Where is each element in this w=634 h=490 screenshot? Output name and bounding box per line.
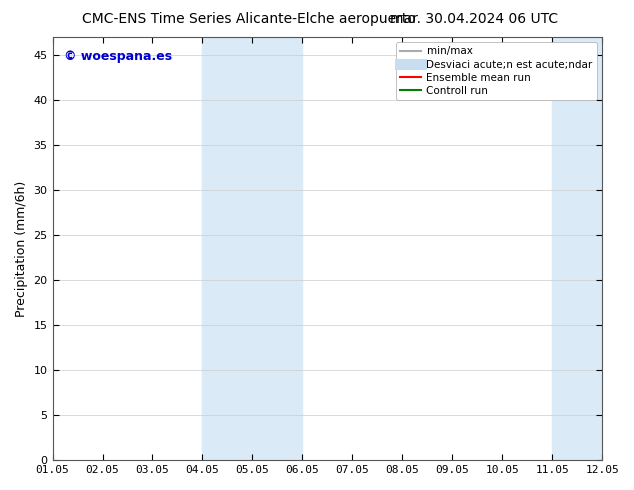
Bar xyxy=(202,37,302,460)
Bar xyxy=(552,37,634,460)
Text: © woespana.es: © woespana.es xyxy=(63,50,172,63)
Text: mar. 30.04.2024 06 UTC: mar. 30.04.2024 06 UTC xyxy=(390,12,558,26)
Legend: min/max, Desviaci acute;n est acute;ndar, Ensemble mean run, Controll run: min/max, Desviaci acute;n est acute;ndar… xyxy=(396,42,597,100)
Y-axis label: Precipitation (mm/6h): Precipitation (mm/6h) xyxy=(15,180,28,317)
Text: CMC-ENS Time Series Alicante-Elche aeropuerto: CMC-ENS Time Series Alicante-Elche aerop… xyxy=(82,12,417,26)
